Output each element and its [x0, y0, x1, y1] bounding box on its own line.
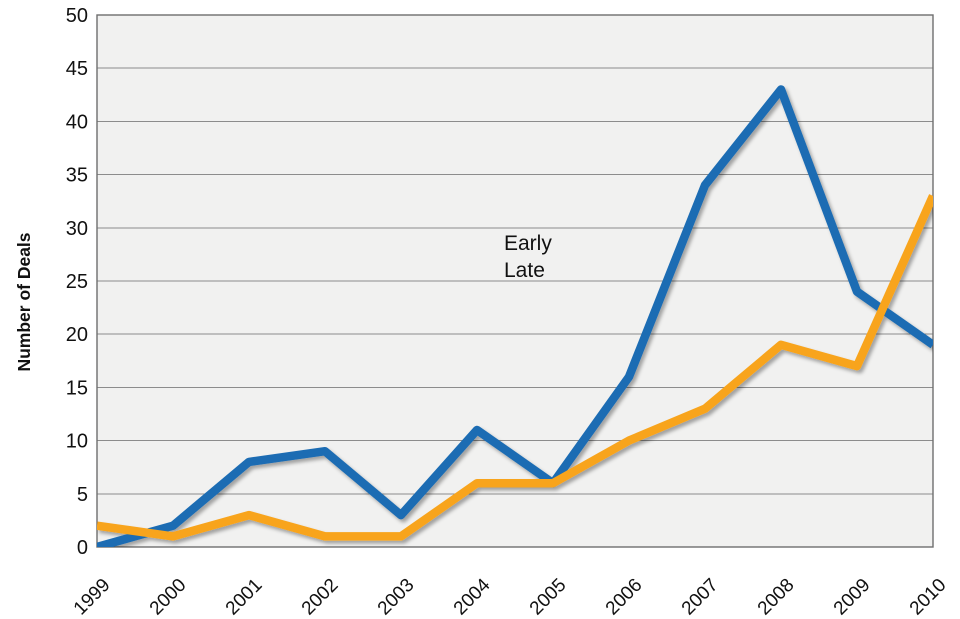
gridlines: [97, 67, 933, 495]
y-axis-title: Number of Deals: [14, 232, 34, 371]
legend-late-label: Late: [504, 259, 545, 282]
x-tick-label: 2003: [374, 575, 419, 619]
x-tick-label: 2006: [602, 575, 647, 619]
x-tick-label: 2001: [222, 575, 267, 619]
y-tick-label: 40: [66, 111, 88, 133]
x-tick-label: 2005: [526, 575, 571, 619]
legend-early-label: Early: [504, 232, 552, 255]
y-tick-label: 5: [77, 484, 88, 506]
x-tick-label: 2008: [754, 575, 799, 619]
x-tick-label: 2007: [678, 575, 723, 619]
x-tick-label: 2009: [830, 575, 875, 619]
y-tick-label: 20: [66, 324, 88, 346]
y-tick-label: 10: [66, 431, 88, 453]
late-series-line: [97, 194, 933, 541]
plot-border: [96, 14, 934, 548]
x-tick-label: 2010: [906, 575, 951, 619]
x-tick-label: 2000: [146, 575, 191, 619]
y-tick-label: 25: [66, 271, 88, 293]
early-series-line: [97, 85, 933, 547]
y-tick-label: 35: [66, 165, 88, 187]
x-tick-label: 2002: [298, 575, 343, 619]
series-lines: [97, 85, 933, 547]
legend: Early Late: [456, 232, 552, 282]
x-tick-label: 2004: [450, 574, 495, 619]
y-tick-label: 50: [66, 5, 88, 27]
y-axis-tick-labels: 0 5 10 15 20 25 30 35 40 45 50: [66, 5, 88, 559]
y-tick-label: 15: [66, 377, 88, 399]
x-tick-label: 1999: [70, 575, 115, 619]
x-axis-tick-labels: 1999 2000 2001 2002 2003 2004 2005 2006 2007 2008…: [70, 574, 951, 619]
y-tick-label: 45: [66, 58, 88, 80]
y-tick-label: 0: [77, 537, 88, 559]
y-tick-label: 30: [66, 218, 88, 240]
